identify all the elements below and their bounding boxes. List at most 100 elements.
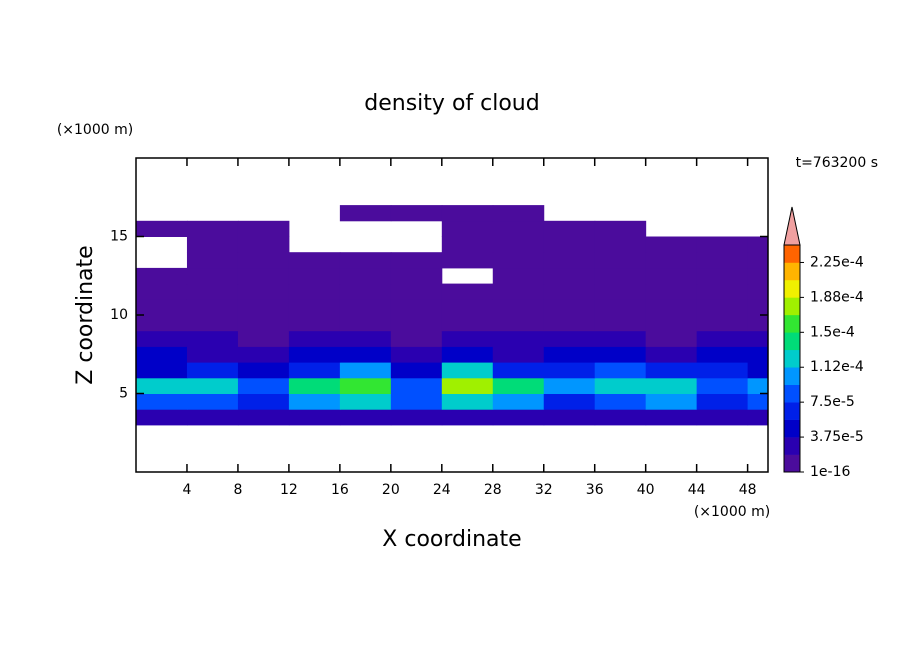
- contour-cell: [136, 267, 188, 285]
- contour-cell: [390, 283, 443, 300]
- contour-cell: [696, 252, 749, 269]
- contour-cell: [543, 267, 596, 285]
- contour-cell: [543, 315, 596, 332]
- contour-cell: [441, 283, 494, 300]
- contour-cell: [747, 346, 769, 363]
- contour-cell: [237, 315, 290, 332]
- contour-cell: [237, 409, 290, 426]
- contour-cell: [492, 205, 545, 222]
- x-tick-label: 32: [535, 482, 553, 498]
- contour-cell: [288, 409, 341, 426]
- colorbar-band: [784, 367, 800, 385]
- colorbar-tick-label: 1e-16: [810, 464, 850, 480]
- contour-cell: [696, 236, 749, 253]
- colorbar-band: [784, 437, 800, 455]
- contour-cell: [339, 283, 392, 300]
- contour-cell: [339, 252, 392, 269]
- contour-cell: [339, 315, 392, 332]
- contour-cell: [492, 299, 545, 316]
- x-unit: (×1000 m): [694, 504, 770, 520]
- y-unit: (×1000 m): [57, 122, 133, 138]
- colorbar-band: [784, 332, 800, 351]
- colorbar-band: [784, 419, 800, 438]
- x-tick-label: 16: [331, 482, 349, 498]
- colorbar-tick-label: 1.12e-4: [810, 359, 864, 375]
- contour-cell: [747, 362, 769, 379]
- contour-cell: [390, 409, 443, 426]
- contour-cell: [186, 409, 239, 426]
- contour-cell: [390, 205, 443, 222]
- contour-cell: [390, 252, 443, 269]
- contour-cell: [747, 409, 769, 426]
- contour-cell: [492, 283, 545, 300]
- colorbar-band: [784, 402, 800, 420]
- contour-cell: [696, 377, 749, 394]
- contour-cell: [543, 299, 596, 316]
- contour-cell: [441, 393, 494, 410]
- contour-cell: [441, 315, 494, 332]
- contour-cell: [237, 283, 290, 300]
- contour-cell: [441, 409, 494, 426]
- contour-cell: [136, 346, 188, 363]
- contour-cell: [441, 299, 494, 316]
- x-axis-title: X coordinate: [382, 527, 521, 552]
- contour-cell: [237, 236, 290, 253]
- contour-cell: [696, 409, 749, 426]
- contour-cell: [747, 267, 769, 285]
- contour-cell: [747, 330, 769, 347]
- contour-cell: [492, 346, 545, 363]
- y-tick-label: 10: [110, 307, 128, 323]
- contour-cell: [186, 299, 239, 316]
- contour-cell: [339, 362, 392, 379]
- y-tick-label: 15: [110, 229, 128, 245]
- contour-cell: [594, 330, 647, 347]
- contour-cell: [390, 346, 443, 363]
- contour-cell: [339, 267, 392, 285]
- contour-cell: [645, 283, 698, 300]
- contour-cell: [441, 362, 494, 379]
- contour-cell: [136, 393, 188, 410]
- contour-cell: [747, 315, 769, 332]
- contour-cell: [136, 377, 188, 394]
- contour-cell: [339, 377, 392, 394]
- contour-cell: [645, 393, 698, 410]
- contour-cell: [645, 252, 698, 269]
- contour-cell: [288, 362, 341, 379]
- contour-cell: [390, 377, 443, 394]
- x-tick-label: 48: [739, 482, 757, 498]
- contour-cell: [288, 252, 341, 269]
- contour-cell: [543, 377, 596, 394]
- time-label: t=763200 s: [796, 155, 878, 171]
- contour-cell: [492, 377, 545, 394]
- colorbar-tick-label: 1.88e-4: [810, 289, 864, 305]
- contour-cell: [186, 362, 239, 379]
- contour-cell: [696, 330, 749, 347]
- contour-cell: [441, 330, 494, 347]
- contour-cell: [390, 299, 443, 316]
- contour-cell: [237, 220, 290, 237]
- contour-cell: [645, 330, 698, 347]
- contour-cell: [186, 220, 239, 237]
- contour-cell: [645, 409, 698, 426]
- x-tick-label: 8: [233, 482, 242, 498]
- contour-cell: [492, 220, 545, 237]
- contour-cell: [543, 346, 596, 363]
- contour-cell: [186, 236, 239, 253]
- contour-cell: [747, 299, 769, 316]
- colorbar-tick-label: 7.5e-5: [810, 394, 855, 410]
- colorbar-extend: [783, 206, 801, 246]
- contour-cell: [594, 252, 647, 269]
- colorbar-band: [784, 297, 800, 316]
- contour-cell: [237, 393, 290, 410]
- contour-cell: [594, 299, 647, 316]
- contour-cell: [237, 362, 290, 379]
- colorbar-band: [784, 349, 800, 368]
- contour-cell: [594, 236, 647, 253]
- contour-cell: [492, 267, 545, 285]
- contour-cell: [136, 315, 188, 332]
- contour-cell: [136, 362, 188, 379]
- contour-cell: [696, 362, 749, 379]
- x-tick-label: 44: [688, 482, 706, 498]
- contour-cell: [696, 283, 749, 300]
- contour-cell: [543, 330, 596, 347]
